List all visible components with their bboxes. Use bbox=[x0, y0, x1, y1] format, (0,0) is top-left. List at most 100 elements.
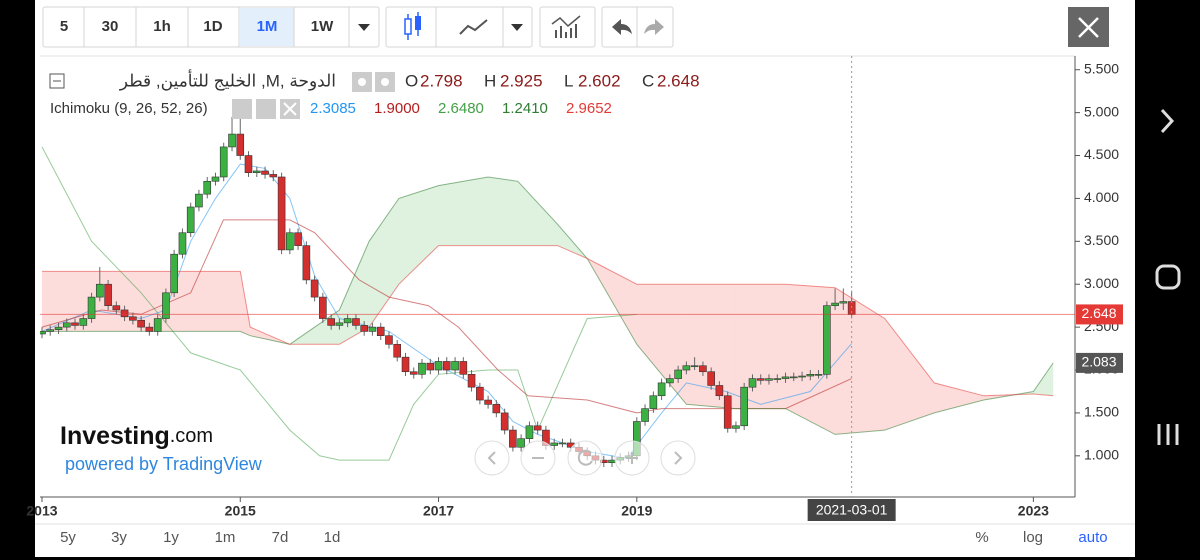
y-tick-label: 1.000 bbox=[1084, 447, 1119, 463]
icon-part bbox=[283, 102, 297, 116]
ohlc-value: 2.648 bbox=[657, 71, 700, 90]
candle-body bbox=[641, 408, 649, 422]
nav-icons bbox=[487, 449, 683, 466]
nav-back[interactable] bbox=[1160, 108, 1175, 134]
candle-body bbox=[360, 325, 368, 332]
candle-body bbox=[509, 429, 517, 448]
symbol-title: الخليج للتأمين, قطر ,M, الدوحة bbox=[119, 68, 336, 91]
brand: Investing bbox=[60, 422, 170, 450]
candle-icon[interactable] bbox=[404, 12, 421, 40]
range-button[interactable]: 1d bbox=[324, 529, 341, 546]
scale-button[interactable]: % bbox=[975, 529, 988, 546]
range-bar: 5y 3y 1y 1m 7d 1d % log auto bbox=[60, 529, 1108, 546]
candle-body bbox=[112, 305, 121, 311]
candle-body bbox=[46, 329, 55, 332]
candle-body bbox=[393, 343, 401, 358]
candle-body bbox=[476, 386, 484, 401]
dropdown-arrow[interactable] bbox=[511, 24, 523, 31]
indicator-value: 2.3085 bbox=[310, 100, 356, 117]
close-icon bbox=[1078, 17, 1099, 38]
candle-body bbox=[459, 361, 468, 375]
y-tick-label: 3.500 bbox=[1084, 232, 1119, 248]
indicators-bars bbox=[555, 24, 577, 38]
candle-body bbox=[261, 170, 269, 175]
nav-recents[interactable] bbox=[1157, 424, 1179, 445]
cloud bbox=[1033, 362, 1054, 396]
indicator-line bbox=[42, 245, 1054, 397]
scale-button[interactable]: log bbox=[1023, 529, 1043, 546]
range-button[interactable]: 1y bbox=[163, 529, 179, 546]
candle-body bbox=[732, 425, 740, 429]
candle-body bbox=[153, 318, 162, 332]
candle-body bbox=[62, 322, 71, 328]
candle-body bbox=[740, 386, 748, 427]
legend: الخليج للتأمين, قطر ,M, الدوحة O 2.798 H… bbox=[49, 68, 700, 119]
candle-body bbox=[277, 176, 286, 251]
nav-reset[interactable] bbox=[567, 440, 603, 476]
candle-body bbox=[409, 371, 418, 375]
interval-group bbox=[42, 6, 380, 48]
candle-body bbox=[517, 438, 525, 448]
line-icon[interactable] bbox=[459, 19, 488, 35]
candle-body bbox=[748, 378, 757, 388]
cloud bbox=[835, 287, 885, 435]
candle-body bbox=[814, 374, 823, 376]
nav-home[interactable] bbox=[1155, 264, 1181, 290]
range-button[interactable]: 1m bbox=[215, 529, 236, 546]
candle-body bbox=[186, 206, 195, 234]
crosshair-label: 2021-03-01 bbox=[816, 502, 888, 518]
x-tick-label: 2015 bbox=[225, 503, 256, 519]
interval-button[interactable]: 1W bbox=[311, 18, 334, 35]
candle-body bbox=[707, 371, 715, 386]
candle-body bbox=[236, 133, 245, 156]
indicators-button[interactable] bbox=[539, 6, 596, 48]
dropdown-arrow[interactable] bbox=[358, 24, 370, 31]
candle-body bbox=[839, 301, 848, 304]
x-tick-label: 2013 bbox=[26, 503, 57, 519]
candle-body bbox=[87, 296, 96, 319]
brand-suffix: .com bbox=[170, 425, 213, 447]
indicator-value: 2.9652 bbox=[566, 100, 612, 117]
cloud bbox=[517, 181, 558, 246]
ohlc-value: 2.602 bbox=[578, 71, 621, 90]
range-button[interactable]: 7d bbox=[272, 529, 289, 546]
ohlc-letter: O bbox=[405, 71, 418, 90]
interval-button[interactable]: 1M bbox=[257, 18, 278, 35]
candle-body bbox=[426, 362, 435, 371]
candle-body bbox=[178, 232, 187, 255]
indicator-label: Ichimoku (9, 26, 52, 26) bbox=[50, 100, 208, 117]
settings-icon[interactable] bbox=[256, 99, 276, 119]
undo-icon[interactable] bbox=[612, 19, 632, 35]
range-button[interactable]: 3y bbox=[111, 529, 127, 546]
redo-icon[interactable] bbox=[644, 19, 664, 35]
watermark-sub: powered by TradingView bbox=[65, 454, 263, 474]
eye-icon[interactable] bbox=[232, 99, 252, 119]
candle-body bbox=[401, 356, 410, 373]
indicator-line bbox=[42, 176, 1054, 435]
candle-body bbox=[203, 180, 212, 195]
nav-left[interactable] bbox=[474, 440, 510, 476]
range-button[interactable]: 5y bbox=[60, 529, 76, 546]
icon-part bbox=[381, 78, 389, 86]
interval-button[interactable]: 1h bbox=[153, 18, 171, 35]
selected-interval-bg bbox=[240, 8, 294, 46]
candle-body bbox=[310, 279, 319, 298]
ohlc-value: 2.925 bbox=[500, 71, 543, 90]
candle-body bbox=[294, 232, 302, 246]
candle-body bbox=[756, 378, 765, 381]
candle-body bbox=[484, 399, 492, 405]
interval-button[interactable]: 1D bbox=[203, 18, 222, 35]
scale-button[interactable]: auto bbox=[1078, 529, 1107, 546]
collapse-icon[interactable] bbox=[49, 73, 65, 89]
chart-navigation bbox=[474, 440, 696, 476]
x-tick-label: 2019 bbox=[621, 503, 652, 519]
interval-button[interactable]: 30 bbox=[102, 18, 119, 35]
candle-body bbox=[95, 283, 104, 298]
candle-body bbox=[244, 155, 253, 173]
candle-body bbox=[525, 425, 534, 439]
interval-button[interactable]: 5 bbox=[60, 18, 68, 35]
cloud bbox=[735, 284, 786, 409]
candle-body bbox=[418, 362, 426, 375]
candle-body bbox=[682, 365, 691, 371]
nav-right[interactable] bbox=[660, 440, 696, 476]
